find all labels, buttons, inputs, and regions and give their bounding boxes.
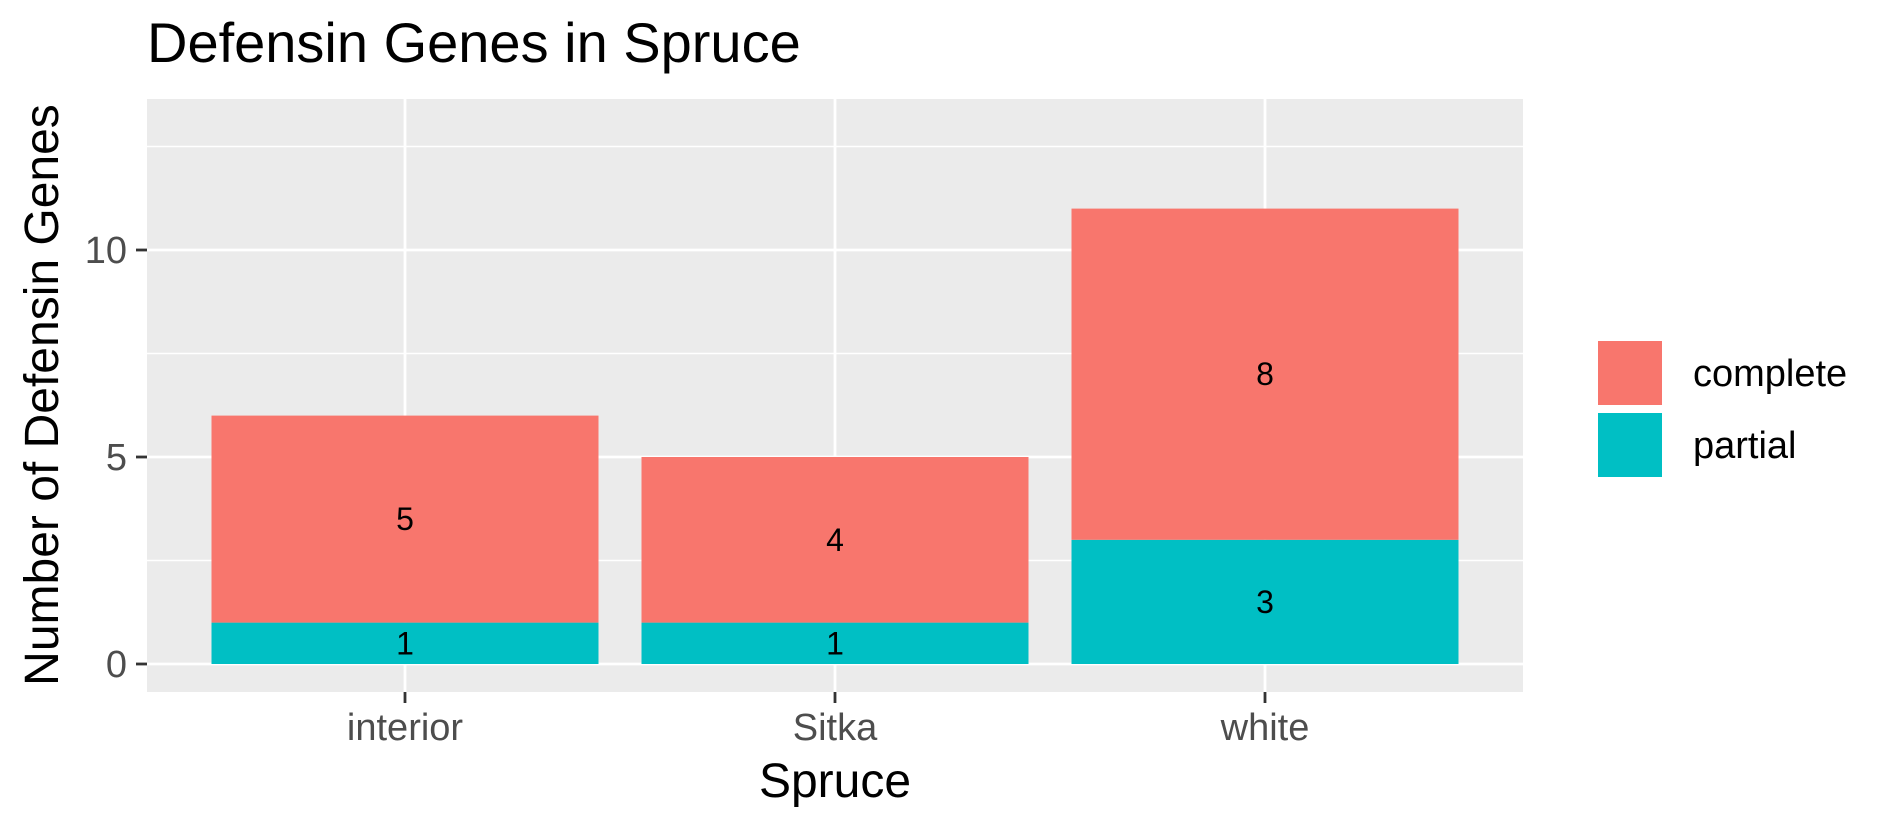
bar-complete-sitka	[641, 457, 1029, 623]
x-axis: interior Sitka white	[347, 692, 1309, 749]
y-tick-label: 0	[106, 644, 127, 686]
y-axis-title: Number of Defensin Genes	[16, 104, 69, 686]
y-tick-label: 5	[106, 437, 127, 479]
legend-swatch-partial	[1598, 413, 1662, 477]
bar-partial-sitka	[641, 622, 1029, 664]
x-tick-label-white: white	[1220, 707, 1310, 749]
chart-title: Defensin Genes in Spruce	[147, 11, 801, 74]
bar-label-partial-white: 3	[1256, 584, 1274, 620]
bar-label-complete-sitka: 4	[826, 522, 844, 558]
bar-label-complete-white: 8	[1256, 356, 1274, 392]
x-tick-label-sitka: Sitka	[793, 707, 878, 749]
legend-label-complete: complete	[1693, 353, 1847, 395]
bar-label-partial-sitka: 1	[826, 625, 844, 661]
y-axis: 0 5 10	[85, 230, 147, 686]
bar-partial-interior	[211, 622, 599, 664]
bar-partial-white	[1071, 539, 1459, 664]
bar-complete-white	[1071, 208, 1459, 540]
legend: complete partial	[1597, 340, 1847, 478]
bar-label-complete-interior: 5	[396, 501, 414, 537]
x-tick-label-interior: interior	[347, 707, 463, 749]
bar-labels: 1 5 1 4 3 8	[396, 356, 1274, 661]
legend-label-partial: partial	[1693, 425, 1797, 467]
x-axis-title: Spruce	[759, 755, 911, 808]
bar-label-partial-interior: 1	[396, 625, 414, 661]
legend-swatch-complete	[1598, 341, 1662, 405]
bars	[211, 208, 1459, 664]
y-tick-label: 10	[85, 230, 127, 272]
bar-complete-interior	[211, 415, 599, 623]
